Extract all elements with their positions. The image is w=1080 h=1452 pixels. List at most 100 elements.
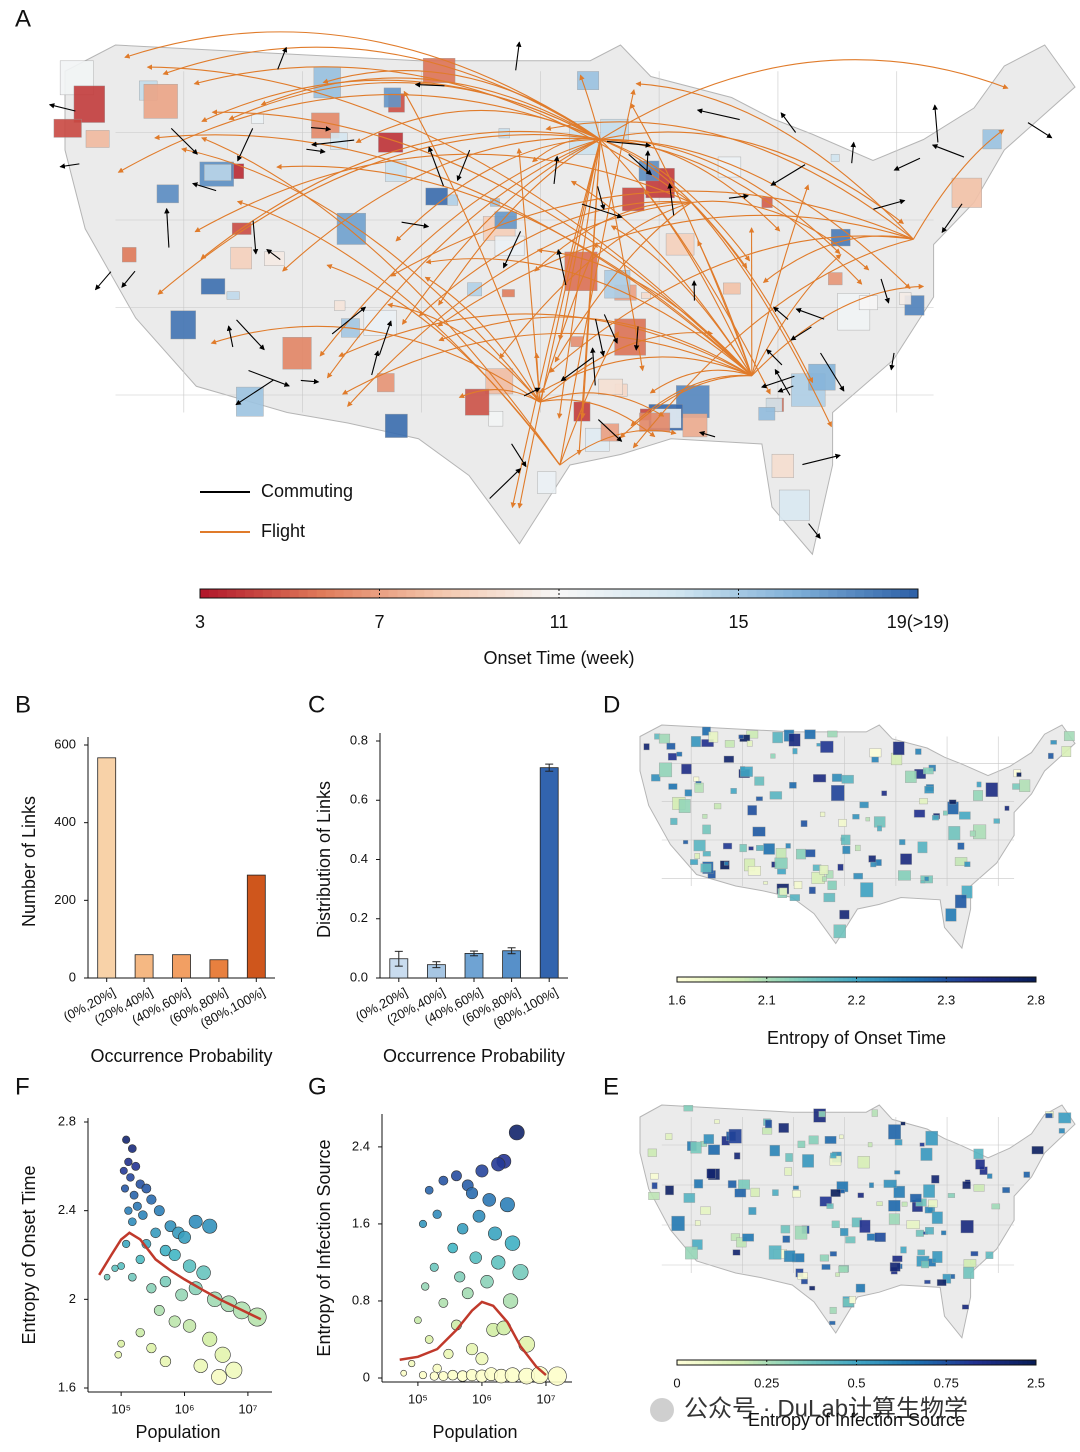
region (976, 781, 982, 788)
region (849, 1296, 856, 1304)
region (708, 731, 719, 743)
region (665, 1133, 673, 1140)
region (924, 785, 934, 794)
point (465, 1343, 479, 1356)
region (734, 1188, 747, 1198)
colorbar-segment (685, 1360, 691, 1365)
x-tick-label: 10⁵ (111, 1401, 131, 1416)
region (802, 1154, 814, 1168)
colorbar-segment (991, 1360, 997, 1365)
colorbar-segment (766, 977, 772, 982)
bar (246, 874, 266, 979)
flight-route (751, 254, 842, 377)
region (893, 1185, 906, 1198)
region (467, 282, 482, 297)
region (829, 1306, 837, 1314)
region (924, 876, 930, 882)
commute-link (48, 103, 76, 112)
colorbar-segment (910, 977, 916, 982)
colorbar-segment (887, 977, 893, 982)
point (202, 1331, 218, 1347)
region (170, 310, 196, 340)
colorbar-segment (694, 1360, 700, 1365)
point (182, 1259, 197, 1273)
region (494, 211, 517, 230)
region (73, 85, 105, 123)
commute-link (371, 350, 380, 376)
commute-link (456, 149, 471, 182)
region (860, 882, 874, 898)
colorbar-segment (793, 1360, 799, 1365)
region (447, 194, 459, 206)
colorbar-segment (901, 977, 907, 982)
colorbar-segment (567, 589, 578, 598)
region (900, 1121, 906, 1126)
colorbar-segment (811, 977, 817, 982)
y-tick-label: 1.6 (352, 1215, 370, 1230)
region (975, 1159, 985, 1170)
point (128, 1144, 137, 1153)
region (1023, 1171, 1031, 1178)
region (282, 337, 312, 370)
region (641, 292, 651, 299)
colorbar-segment (829, 1360, 835, 1365)
colorbar-segment (748, 977, 754, 982)
colorbar-tick-label: 2.2 (847, 992, 865, 1007)
colorbar-segment (959, 1360, 965, 1365)
region (425, 187, 448, 206)
region (651, 774, 661, 782)
colorbar-segment (1018, 977, 1024, 982)
region (845, 1236, 856, 1244)
region (651, 1182, 658, 1190)
region (871, 756, 879, 763)
region (905, 770, 917, 783)
commute-link (667, 182, 675, 216)
commute-link (774, 368, 791, 396)
flight-route (534, 201, 692, 272)
colorbar-segment (316, 589, 327, 598)
flight-route (517, 139, 601, 509)
colorbar-segment (735, 977, 741, 982)
colorbar-segment (699, 1360, 705, 1365)
colorbar-segment (762, 1360, 768, 1365)
region (1045, 1113, 1053, 1119)
panel-label: B (15, 691, 31, 718)
region (676, 751, 683, 757)
us-outline (64, 44, 1076, 556)
colorbar-segment (677, 977, 682, 982)
point (457, 1223, 469, 1235)
point (132, 1201, 142, 1211)
flight-route (539, 399, 656, 438)
region (898, 870, 911, 881)
flight-route (751, 184, 810, 376)
colorbar-segment (789, 977, 795, 982)
colorbar-segment (1022, 977, 1028, 982)
region (808, 1135, 819, 1145)
region (734, 1152, 741, 1160)
flight-route (387, 302, 541, 403)
point (135, 1327, 145, 1338)
region (706, 1168, 716, 1179)
region (747, 866, 761, 876)
colorbar-segment (828, 589, 838, 598)
region (833, 924, 846, 939)
region (920, 1147, 933, 1161)
commute-link (401, 221, 430, 229)
colorbar-segment (361, 589, 372, 598)
colorbar-segment (995, 1360, 1001, 1365)
point (414, 1316, 422, 1325)
region (818, 1110, 826, 1118)
commute-link (503, 231, 522, 269)
region (831, 773, 842, 782)
colorbar-segment (825, 977, 831, 982)
colorbar-segment (964, 1360, 970, 1365)
y-axis-title: Number of Links (19, 796, 39, 927)
region (808, 363, 836, 391)
region (730, 788, 737, 794)
region (1031, 1146, 1044, 1155)
flight-route (539, 330, 714, 403)
colorbar-segment (852, 1360, 857, 1365)
colorbar-segment (648, 589, 659, 598)
colorbar-tick-label: 0 (673, 1375, 680, 1390)
region (823, 892, 836, 903)
